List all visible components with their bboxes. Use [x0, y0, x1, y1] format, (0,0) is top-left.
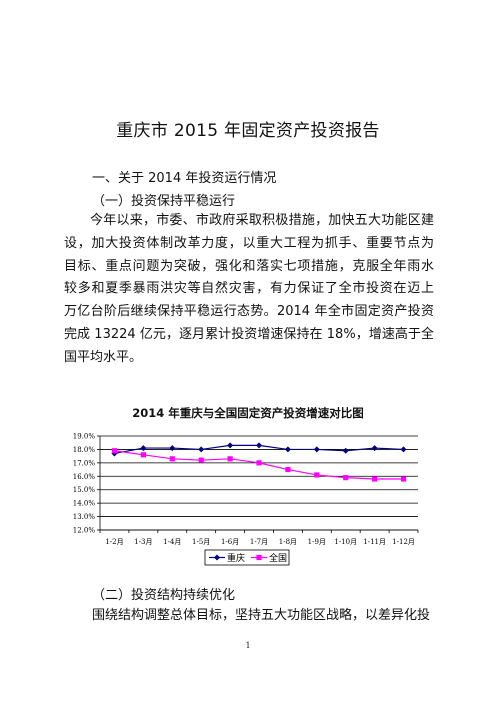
- data-point: [256, 442, 262, 449]
- legend-label: 重庆: [227, 552, 245, 564]
- data-point: [343, 475, 349, 481]
- paragraph-line: 较多和夏季暴雨洪灾等自然灾害，有力保证了全市投资在迈上: [64, 281, 434, 297]
- data-point: [285, 466, 291, 473]
- paragraph-2: 围绕结构调整总体目标，坚持五大功能区战略，以差异化投: [92, 608, 431, 623]
- paragraph-1: 今年以来，市委、市政府采取积极措施，加快五大功能区建 设，加大投资体制改革力度，…: [64, 210, 434, 370]
- y-tick-label: 16.0%: [73, 473, 96, 481]
- chart-grid: [97, 435, 419, 533]
- data-point: [313, 446, 320, 453]
- data-point: [342, 447, 349, 454]
- x-tick-label: 1-2月: [105, 538, 123, 546]
- x-tick-label: 1-9月: [308, 538, 326, 546]
- section-heading: 一、关于 2014 年投资运行情况: [92, 171, 277, 186]
- data-point: [198, 446, 205, 453]
- y-tick-label: 17.0%: [73, 459, 96, 467]
- data-point: [140, 445, 147, 452]
- subsection-heading: （二）投资结构持续优化: [92, 588, 236, 603]
- x-axis-ticks: 1-2月 1-3月 1-4月 1-5月 1-6月 1-7月 1-8月 1-9月 1-10月 1-1…: [105, 538, 415, 546]
- y-tick-label: 12.0%: [73, 527, 96, 535]
- x-tick-label: 1-6月: [221, 538, 239, 546]
- y-tick-label: 14.0%: [73, 500, 96, 508]
- x-tick-label: 1-4月: [163, 538, 181, 546]
- chart-series: [111, 442, 407, 482]
- paragraph-line: 今年以来，市委、市政府采取积极措施，加快五大功能区建: [90, 213, 434, 228]
- y-tick-label: 13.0%: [73, 513, 96, 521]
- data-point: [227, 456, 233, 462]
- y-tick-label: 19.0%: [73, 433, 96, 441]
- paragraph-line: 完成 13224 亿元，逐月累计投资增速保持在 18%，增速高于全: [64, 326, 434, 342]
- x-tick-label: 1-5月: [192, 538, 210, 546]
- data-point: [400, 476, 407, 482]
- data-point: [284, 446, 291, 453]
- y-axis-ticks: 12.0% 13.0% 14.0% 15.0% 16.0% 17.0% 18.0% 19.0%: [73, 433, 96, 535]
- x-tick-label: 1-12月: [392, 538, 415, 546]
- paragraph-line: 万亿台阶后继续保持平稳运行态势。2014 年全市固定资产投资: [64, 304, 434, 320]
- y-tick-label: 18.0%: [73, 446, 96, 454]
- data-point: [140, 452, 146, 458]
- paragraph-line: 设，加大投资体制改革力度，以重大工程为抓手、重要节点为: [64, 235, 434, 251]
- legend-marker: [256, 554, 262, 561]
- data-point: [400, 446, 407, 453]
- page-number: 1: [245, 641, 251, 650]
- data-point: [372, 476, 378, 482]
- data-point: [314, 472, 320, 478]
- legend-box: [204, 549, 290, 566]
- paragraph-line: 目标、重点问题为突破，强化和落实七项措施，克服全年雨水: [64, 258, 434, 274]
- data-point: [256, 460, 262, 466]
- data-point: [371, 445, 378, 452]
- legend-label: 全国: [269, 552, 287, 564]
- x-tick-label: 1-8月: [279, 538, 297, 546]
- chart-title: 2014 年重庆与全国固定资产投资增速对比图: [132, 406, 364, 420]
- subsection-heading: （一）投资保持平稳运行: [92, 194, 236, 209]
- data-point: [111, 448, 118, 454]
- data-point: [169, 456, 175, 462]
- page-title: 重庆市 2015 年固定资产投资报告: [116, 121, 380, 141]
- x-tick-label: 1-3月: [134, 538, 152, 546]
- paragraph-line: 国平均水平。: [64, 349, 143, 365]
- data-point: [198, 457, 204, 463]
- data-point: [169, 445, 176, 452]
- y-tick-label: 15.0%: [73, 486, 96, 494]
- legend-marker: [214, 554, 220, 561]
- data-point: [227, 442, 234, 449]
- x-tick-label: 1-7月: [250, 538, 268, 546]
- x-tick-label: 1-11月: [363, 538, 386, 546]
- x-tick-label: 1-10月: [334, 538, 357, 546]
- chart-legend: 重庆 全国: [204, 549, 290, 566]
